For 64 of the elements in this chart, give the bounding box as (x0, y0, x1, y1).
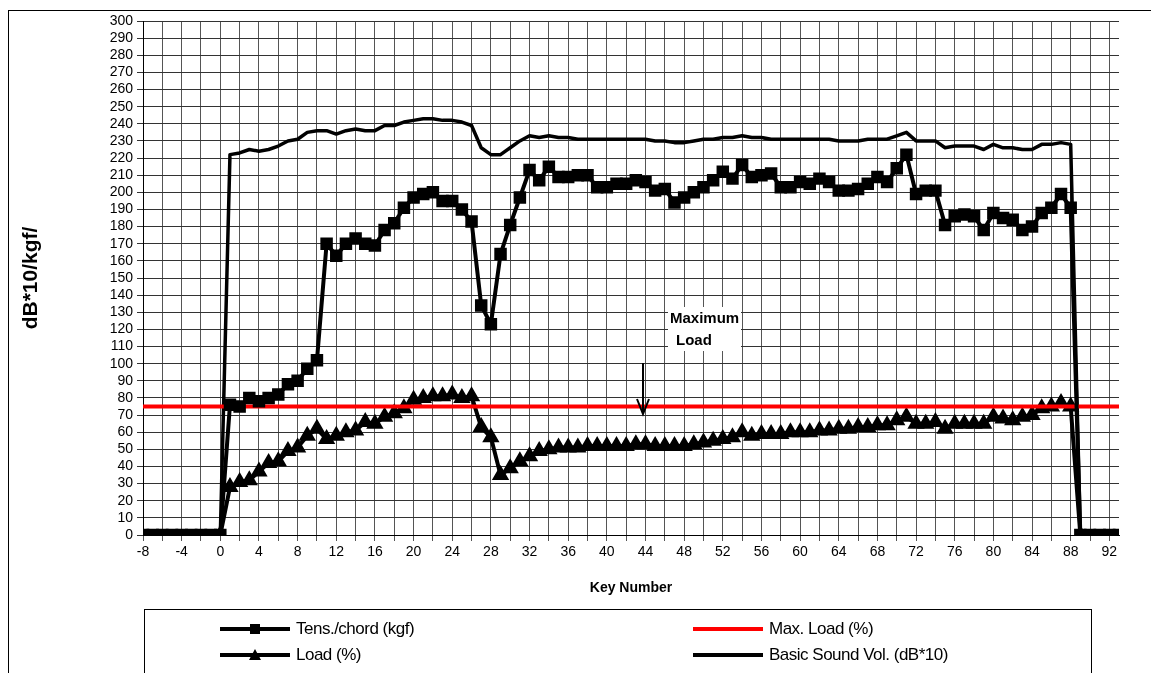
x-tick-label: 64 (830, 543, 847, 560)
y-tick-label: 60 (117, 423, 134, 440)
y-tick-label: 290 (109, 28, 134, 45)
x-tick-label: 80 (985, 543, 1002, 560)
y-tick-label: 160 (109, 251, 134, 268)
legend-label: Tens./chord (kgf) (296, 619, 415, 639)
y-tick-label: 70 (117, 405, 134, 422)
x-tick-label: 60 (792, 543, 809, 560)
y-tick-label: 270 (109, 63, 134, 80)
x-tick-label: 8 (293, 543, 302, 560)
y-tick-label: 10 (117, 508, 134, 525)
y-tick-label: 50 (117, 440, 134, 457)
x-tick-label: 48 (676, 543, 693, 560)
y-tick-label: 300 (109, 11, 134, 28)
x-tick-label: 40 (599, 543, 615, 560)
x-tick-label: 84 (1024, 543, 1041, 560)
y-tick-label: 240 (109, 114, 134, 131)
x-tick-label: 32 (521, 543, 538, 560)
y-tick-label: 220 (109, 148, 134, 165)
y-tick-label: 180 (109, 217, 134, 234)
x-tick-label: 88 (1062, 543, 1079, 560)
x-tick-label: 0 (216, 543, 225, 560)
y-tick-label: 210 (109, 166, 134, 183)
y-axis-title: dB*10/kgf/ (18, 226, 42, 330)
x-tick-label: 20 (405, 543, 422, 560)
y-tick-label: 200 (109, 183, 134, 200)
x-tick-label: 4 (255, 543, 264, 560)
x-axis-title: Key Number (589, 579, 673, 596)
x-tick-label: 44 (637, 543, 654, 560)
y-tick-label: 90 (117, 371, 134, 388)
y-tick-label: 170 (109, 234, 134, 251)
y-tick-label: 230 (109, 131, 134, 148)
y-tick-label: 0 (125, 525, 134, 542)
y-tick-label: 130 (109, 303, 134, 320)
y-tick-label: 40 (117, 457, 134, 474)
x-tick-label: 72 (908, 543, 925, 560)
legend-label: Load (%) (296, 645, 361, 665)
y-tick-label: 190 (109, 200, 134, 217)
y-tick-label: 140 (109, 285, 134, 302)
y-tick-label: 150 (109, 268, 134, 285)
y-tick-label: 120 (109, 320, 134, 337)
y-tick-label: 250 (109, 97, 134, 114)
y-tick-label: 30 (117, 474, 134, 491)
annotation: Maximum Load (670, 307, 740, 351)
x-tick-label: 36 (560, 543, 577, 560)
legend-label: Basic Sound Vol. (dB*10) (769, 645, 948, 665)
legend-label: Max. Load (%) (769, 619, 874, 639)
y-tick-label: 20 (117, 491, 134, 508)
x-tick-label: -8 (136, 543, 150, 560)
x-tick-label: 68 (869, 543, 886, 560)
x-tick-label: -4 (175, 543, 189, 560)
x-tick-label: 76 (946, 543, 963, 560)
x-tick-label: 28 (483, 543, 499, 560)
x-tick-label: 16 (367, 543, 383, 560)
x-tick-label: 52 (715, 543, 731, 560)
x-tick-label: 24 (444, 543, 461, 560)
x-tick-label: 56 (753, 543, 770, 560)
y-tick-label: 110 (110, 337, 134, 354)
x-tick-label: 12 (328, 543, 345, 560)
y-tick-label: 280 (109, 46, 134, 63)
y-tick-label: 260 (109, 80, 134, 97)
y-tick-label: 80 (117, 388, 134, 405)
x-tick-label: 92 (1101, 543, 1118, 560)
y-tick-label: 100 (109, 354, 134, 371)
